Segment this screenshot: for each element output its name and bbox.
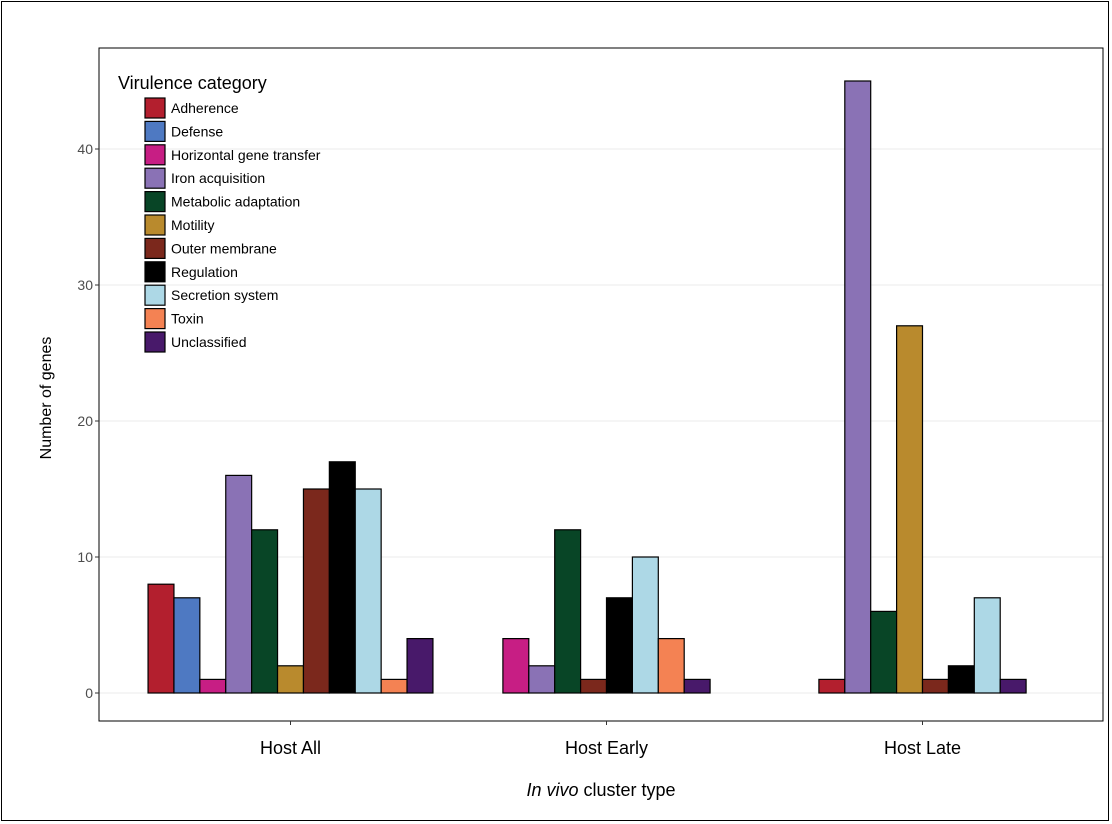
x-axis-label-rest: cluster type — [578, 780, 675, 800]
x-tick-label: Host All — [260, 738, 321, 758]
x-tick-label: Host Early — [565, 738, 648, 758]
bar-unclassified — [683, 678, 711, 694]
bar-secretion-system — [973, 597, 1001, 694]
legend-item-label: Metabolic adaptation — [171, 194, 300, 210]
bar-iron-acquisition — [844, 80, 872, 694]
bars — [147, 80, 1027, 694]
legend-item-label: Horizontal gene transfer — [171, 147, 321, 163]
bar-secretion-system — [631, 556, 659, 694]
bar-motility — [276, 665, 305, 694]
bar-adherence — [818, 678, 846, 694]
x-axis: Host All Host Early Host Late — [260, 721, 961, 758]
bar-motility — [895, 325, 924, 694]
legend-swatch — [144, 167, 166, 189]
bar-toxin — [657, 637, 685, 694]
legend-item-label: Toxin — [171, 311, 204, 327]
bar-metabolic-adaptation — [554, 529, 582, 694]
legend-swatch — [144, 191, 166, 213]
legend-item-label: Unclassified — [171, 334, 246, 350]
legend-swatch — [144, 331, 166, 353]
legend-swatch — [144, 97, 166, 119]
legend-item-label: Secretion system — [171, 287, 278, 303]
bar-outer-membrane — [579, 678, 608, 694]
legend-swatch — [144, 214, 166, 236]
bar-regulation — [605, 597, 633, 694]
y-tick-label: 0 — [85, 685, 93, 701]
legend-swatch — [144, 237, 166, 259]
bar-horizontal-gene-transfer — [199, 678, 227, 694]
x-axis-label: In vivo cluster type — [526, 780, 675, 800]
bar-outer-membrane — [921, 678, 949, 694]
bar-metabolic-adaptation — [251, 529, 279, 694]
bar-iron-acquisition — [528, 665, 556, 694]
bar-defense — [173, 597, 201, 694]
legend-swatch — [144, 308, 166, 330]
bar-horizontal-gene-transfer — [502, 637, 530, 694]
bar-outer-membrane — [302, 488, 330, 694]
y-tick-label: 20 — [77, 413, 93, 429]
bar-regulation — [947, 665, 975, 694]
y-tick-label: 30 — [77, 277, 93, 293]
plot-panel-border — [98, 47, 1104, 722]
legend-item-label: Regulation — [171, 264, 238, 280]
bar-adherence — [147, 583, 175, 694]
x-tick-label: Host Late — [884, 738, 961, 758]
legend-item-label: Outer membrane — [171, 240, 277, 256]
legend-swatch — [144, 284, 166, 306]
bar-secretion-system — [354, 488, 382, 694]
y-axis: 0 10 20 30 40 — [77, 141, 99, 701]
bar-toxin — [380, 678, 408, 694]
legend-swatch — [144, 120, 166, 143]
legend-swatch — [144, 144, 166, 166]
legend-item-label: Defense — [171, 123, 223, 139]
legend-title: Virulence category — [118, 73, 267, 93]
bar-unclassified — [999, 678, 1027, 694]
legend-swatch — [144, 261, 166, 283]
bar-regulation — [328, 461, 356, 694]
bar-unclassified — [406, 637, 434, 694]
legend-item-label: Adherence — [171, 100, 239, 116]
y-axis-label: Number of genes — [38, 337, 55, 460]
bar-iron-acquisition — [225, 474, 253, 694]
legend-item-label: Motility — [171, 217, 215, 233]
legend: Virulence category Adherence Defense Horiz… — [118, 73, 321, 353]
y-tick-label: 10 — [77, 549, 93, 565]
x-axis-label-italic: In vivo — [526, 780, 578, 800]
legend-item-label: Iron acquisition — [171, 170, 265, 186]
y-tick-label: 40 — [77, 141, 93, 157]
bar-metabolic-adaptation — [870, 610, 898, 694]
